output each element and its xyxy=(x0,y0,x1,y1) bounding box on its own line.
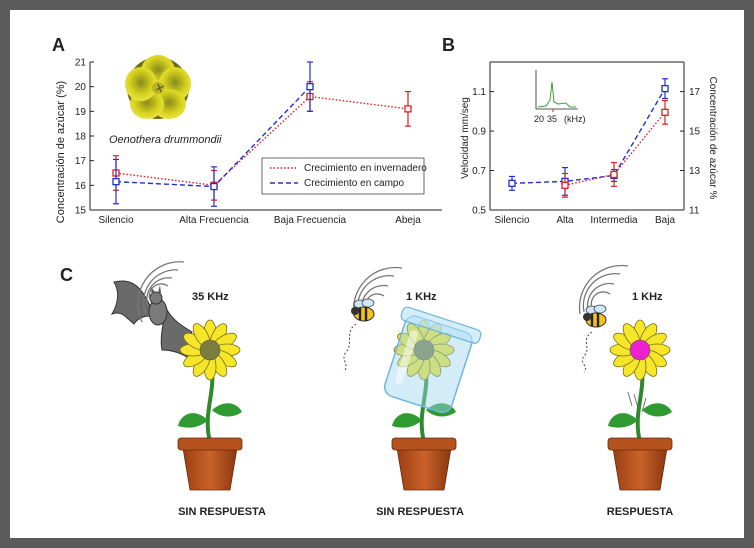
leaf xyxy=(608,413,638,428)
inset-tick-20: 20 xyxy=(534,114,544,124)
bat-icon xyxy=(110,280,194,362)
sound-waves-icon xyxy=(137,261,185,323)
inset-tick-unit: (kHz) xyxy=(564,114,586,124)
y-right-tick-label: 15 xyxy=(689,127,701,138)
potted-plant xyxy=(177,319,243,491)
data-point xyxy=(661,108,669,116)
y-tick-label: 19 xyxy=(75,107,87,118)
data-point xyxy=(610,170,618,179)
glass-jar xyxy=(383,306,482,414)
pot-rim xyxy=(391,437,457,451)
panel-c-label: C xyxy=(60,265,73,285)
y-tick-label: 0.5 xyxy=(472,206,486,217)
chart-b-ylabel: Velocidad mm/seg xyxy=(460,97,471,179)
frequency-inset: 20 35 (kHz) xyxy=(534,70,586,124)
data-point xyxy=(112,177,120,186)
scene1-caption: SIN RESPUESTA xyxy=(178,506,266,518)
legend-box xyxy=(261,157,425,195)
pot-rim xyxy=(177,437,243,451)
chart-b: Velocidad mm/seg Concentración de azúcar… xyxy=(460,61,718,226)
inset-tick-35: 35 xyxy=(547,114,557,124)
series-line xyxy=(115,95,409,187)
chart-b-ylabel-right: Concentración de azúcar % xyxy=(707,77,718,200)
data-point xyxy=(661,84,669,93)
bee-icon xyxy=(351,298,375,322)
pot xyxy=(182,447,238,491)
y-tick-label: 16 xyxy=(75,181,87,192)
data-point xyxy=(508,179,516,188)
pot xyxy=(612,447,668,491)
scene3-caption: RESPUESTA xyxy=(607,506,673,518)
scene2-sound-label: 1 KHz xyxy=(406,291,437,303)
y-tick-label: 17 xyxy=(75,156,87,167)
y-right-tick-label: 17 xyxy=(689,87,701,98)
scene-bat: 35 KHz xyxy=(110,261,229,362)
scene1-sound-label: 35 KHz xyxy=(192,291,229,303)
series-line xyxy=(511,88,666,185)
figure-canvas: A Concentración de azúcar (%) Oenothera … xyxy=(52,35,718,518)
data-point xyxy=(561,181,569,189)
potted-plant xyxy=(607,319,673,491)
oenothera-flower-illustration xyxy=(125,55,191,119)
leaf xyxy=(392,413,422,428)
legend-label: Crecimiento en invernadero xyxy=(304,163,427,174)
y-right-tick-label: 11 xyxy=(689,206,700,217)
chart-a-ylabel: Concentración de azúcar (%) xyxy=(55,81,67,223)
y-right-tick-label: 13 xyxy=(689,166,701,177)
data-point xyxy=(404,105,412,113)
figure-panel: A Concentración de azúcar (%) Oenothera … xyxy=(10,10,744,538)
leaf xyxy=(642,403,672,417)
x-tick-label: Silencio xyxy=(98,215,133,226)
bee-icon xyxy=(583,304,607,328)
panel-a-label: A xyxy=(52,35,65,55)
pot-rim xyxy=(607,437,673,451)
sound-waves-icon xyxy=(578,264,629,315)
leaf xyxy=(212,403,242,417)
flight-path xyxy=(343,323,357,373)
scene3-sound-label: 1 KHz xyxy=(632,291,663,303)
x-tick-label: Intermedia xyxy=(590,215,638,226)
y-tick-label: 1.1 xyxy=(472,87,486,98)
flower-center xyxy=(413,339,435,361)
y-tick-label: 20 xyxy=(75,82,87,93)
flight-path xyxy=(581,331,593,373)
flower-center xyxy=(629,339,651,361)
specimen-label: Oenothera drummondii xyxy=(109,134,222,146)
leaf xyxy=(178,413,208,428)
scene2-caption: SIN RESPUESTA xyxy=(376,506,464,518)
y-tick-label: 18 xyxy=(75,132,87,143)
data-point xyxy=(306,83,314,91)
x-tick-label: Alta xyxy=(556,215,574,226)
y-tick-label: 0.9 xyxy=(472,127,486,138)
chart-a: Concentración de azúcar (%) Oenothera dr… xyxy=(55,55,442,226)
scene-bee-response: 1 KHz xyxy=(578,264,663,413)
legend-label: Crecimiento en campo xyxy=(304,178,404,189)
y-tick-label: 21 xyxy=(75,58,87,69)
data-point xyxy=(210,182,218,191)
y-tick-label: 15 xyxy=(75,206,87,217)
scene-bee-glass: 1 KHz xyxy=(343,266,437,373)
pot xyxy=(396,447,452,491)
x-tick-label: Abeja xyxy=(395,215,421,226)
x-tick-label: Alta Frecuencia xyxy=(179,215,249,226)
flower-center xyxy=(199,339,221,361)
panel-b-label: B xyxy=(442,35,455,55)
leaf xyxy=(426,403,456,417)
x-tick-label: Baja Frecuencia xyxy=(274,215,347,226)
x-tick-label: Baja xyxy=(655,215,675,226)
y-tick-label: 0.7 xyxy=(472,166,486,177)
x-tick-label: Silencio xyxy=(494,215,529,226)
